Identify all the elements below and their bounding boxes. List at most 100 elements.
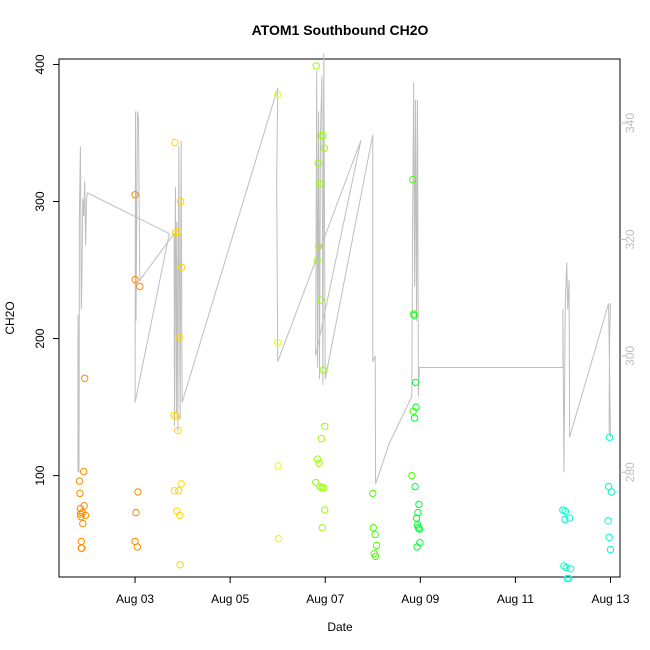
data-point xyxy=(605,533,613,541)
data-point xyxy=(174,426,182,435)
data-point xyxy=(321,422,329,430)
data-point xyxy=(136,282,144,291)
data-point xyxy=(176,561,184,569)
data-point xyxy=(607,488,616,496)
data-point xyxy=(314,159,322,167)
data-point xyxy=(315,180,324,188)
data-point xyxy=(318,524,327,532)
data-point xyxy=(170,487,179,495)
x-tick-label: Aug 09 xyxy=(401,592,439,606)
data-point xyxy=(81,511,90,519)
data-point xyxy=(171,138,179,147)
data-point xyxy=(409,175,417,184)
data-point xyxy=(131,275,139,284)
data-point xyxy=(565,574,573,583)
chart-title: ATOM1 Southbound CH2O xyxy=(252,22,429,38)
data-point xyxy=(174,228,183,236)
data-point xyxy=(274,90,282,99)
data-point xyxy=(178,263,186,271)
data-point xyxy=(606,545,615,554)
data-point xyxy=(79,519,87,528)
x-tick-label: Aug 07 xyxy=(306,592,344,606)
x-axis: Aug 03 Aug 05 Aug 07 Aug 09 Aug 11 Aug 13 xyxy=(116,577,630,606)
data-point xyxy=(565,514,574,522)
data-point xyxy=(172,413,180,421)
data-point xyxy=(315,459,323,467)
data-point xyxy=(415,525,424,533)
data-point xyxy=(132,508,140,517)
data-point xyxy=(414,524,423,532)
data-point xyxy=(416,539,424,547)
data-point xyxy=(80,467,88,476)
data-point xyxy=(411,378,420,387)
data-point xyxy=(134,488,142,496)
data-point xyxy=(313,256,321,265)
y-tick-label: 200 xyxy=(33,328,47,348)
data-point xyxy=(319,132,327,140)
data-point xyxy=(415,500,423,509)
data-point xyxy=(604,517,612,525)
data-point xyxy=(133,543,142,551)
y-axis-left: 100 200 300 400 xyxy=(33,54,59,486)
data-point xyxy=(177,480,185,488)
data-point xyxy=(176,511,184,519)
data-point xyxy=(408,471,416,480)
data-point xyxy=(80,502,88,510)
data-point xyxy=(371,552,380,561)
data-point xyxy=(605,433,614,441)
data-point xyxy=(312,478,320,487)
data-point xyxy=(566,565,575,573)
data-point xyxy=(175,333,184,341)
data-point xyxy=(81,374,89,382)
data-point xyxy=(414,508,422,517)
data-point xyxy=(317,434,326,443)
data-point xyxy=(561,515,569,524)
data-point xyxy=(410,311,418,319)
data-point xyxy=(371,530,379,539)
data-point xyxy=(75,477,84,485)
data-point xyxy=(76,510,85,518)
x-tick-label: Aug 13 xyxy=(591,592,629,606)
data-point xyxy=(561,507,569,515)
y2-tick-label: 320 xyxy=(623,229,637,249)
data-point xyxy=(76,489,84,498)
data-point xyxy=(312,62,320,70)
data-point xyxy=(177,197,185,206)
y-tick-label: 100 xyxy=(33,465,47,485)
data-point xyxy=(411,482,419,491)
x-tick-label: Aug 03 xyxy=(116,592,154,606)
data-point xyxy=(131,191,139,199)
y-axis-label: CH2O xyxy=(3,301,17,334)
data-point xyxy=(170,411,178,419)
data-point xyxy=(274,534,283,543)
data-point xyxy=(412,403,420,411)
data-point xyxy=(369,524,377,532)
x-axis-label: Date xyxy=(327,620,353,634)
x-tick-label: Aug 05 xyxy=(211,592,249,606)
data-point xyxy=(314,243,323,251)
data-point xyxy=(313,455,322,463)
series-line xyxy=(77,53,611,485)
y-axis-right: 280 300 320 340 xyxy=(620,113,637,482)
data-point xyxy=(318,484,326,492)
data-point xyxy=(410,414,419,422)
data-point xyxy=(320,484,328,492)
data-point xyxy=(562,563,570,572)
data-point-layer xyxy=(75,62,616,583)
data-point xyxy=(317,296,325,304)
y2-tick-label: 340 xyxy=(623,113,637,133)
data-point xyxy=(412,514,421,522)
y-tick-label: 300 xyxy=(33,191,47,211)
data-point xyxy=(175,487,183,495)
x-tick-label: Aug 11 xyxy=(497,592,534,606)
data-point xyxy=(319,366,327,374)
y-tick-label: 400 xyxy=(33,54,47,74)
plot-frame xyxy=(58,58,621,578)
data-point xyxy=(274,462,282,470)
data-point xyxy=(78,544,86,552)
data-point xyxy=(274,339,282,347)
data-point xyxy=(372,541,381,550)
series-line-layer xyxy=(77,53,611,485)
data-point xyxy=(316,482,324,491)
